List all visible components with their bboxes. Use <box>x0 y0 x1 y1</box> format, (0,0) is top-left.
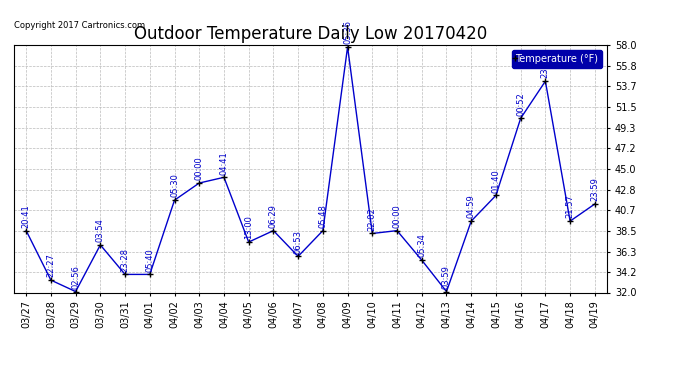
Line: Temperature (°F): Temperature (°F) <box>23 44 598 294</box>
Temperature (°F) <box>566 219 574 224</box>
Temperature (°F) <box>146 272 154 277</box>
Title: Outdoor Temperature Daily Low 20170420: Outdoor Temperature Daily Low 20170420 <box>134 26 487 44</box>
Text: 23:28: 23:28 <box>121 248 130 272</box>
Text: 02:56: 02:56 <box>71 265 80 289</box>
Text: 00:00: 00:00 <box>393 204 402 228</box>
Temperature (°F) <box>294 254 302 259</box>
Text: 22:27: 22:27 <box>46 254 55 278</box>
Temperature (°F) <box>72 289 80 294</box>
Temperature (°F) <box>170 198 179 202</box>
Text: 20:41: 20:41 <box>21 204 30 228</box>
Temperature (°F) <box>417 258 426 262</box>
Text: 13:00: 13:00 <box>244 215 253 239</box>
Temperature (°F) <box>244 240 253 244</box>
Temperature (°F) <box>195 181 204 185</box>
Text: 04:41: 04:41 <box>219 151 228 174</box>
Temperature (°F) <box>467 219 475 224</box>
Text: 05:34: 05:34 <box>417 234 426 257</box>
Temperature (°F) <box>442 289 451 294</box>
Text: 23:58: 23:58 <box>541 54 550 78</box>
Temperature (°F) <box>121 272 129 277</box>
Temperature (°F) <box>319 228 327 233</box>
Text: 05:30: 05:30 <box>170 174 179 197</box>
Text: 04:59: 04:59 <box>466 195 475 218</box>
Text: 05:48: 05:48 <box>318 204 327 228</box>
Temperature (°F) <box>492 193 500 198</box>
Text: 05:36: 05:36 <box>343 20 352 44</box>
Text: 03:54: 03:54 <box>96 218 105 242</box>
Temperature (°F) <box>591 202 599 206</box>
Temperature (°F) <box>22 228 30 233</box>
Temperature (°F) <box>96 243 104 247</box>
Text: 22:02: 22:02 <box>368 207 377 231</box>
Text: 06:53: 06:53 <box>294 230 303 254</box>
Text: 23:59: 23:59 <box>591 177 600 201</box>
Text: 05:40: 05:40 <box>146 248 155 272</box>
Temperature (°F) <box>368 231 377 236</box>
Temperature (°F) <box>344 45 352 49</box>
Temperature (°F) <box>541 79 549 83</box>
Text: 00:00: 00:00 <box>195 156 204 180</box>
Temperature (°F) <box>47 278 55 282</box>
Text: 03:59: 03:59 <box>442 265 451 289</box>
Text: 06:29: 06:29 <box>269 204 278 228</box>
Text: Copyright 2017 Cartronics.com: Copyright 2017 Cartronics.com <box>14 21 145 30</box>
Temperature (°F) <box>517 116 525 120</box>
Temperature (°F) <box>269 228 277 233</box>
Temperature (°F) <box>220 175 228 180</box>
Text: 21:57: 21:57 <box>566 195 575 218</box>
Legend: Temperature (°F): Temperature (°F) <box>511 50 602 68</box>
Text: 00:52: 00:52 <box>516 92 525 116</box>
Temperature (°F) <box>393 228 401 233</box>
Text: 01:40: 01:40 <box>491 169 500 193</box>
